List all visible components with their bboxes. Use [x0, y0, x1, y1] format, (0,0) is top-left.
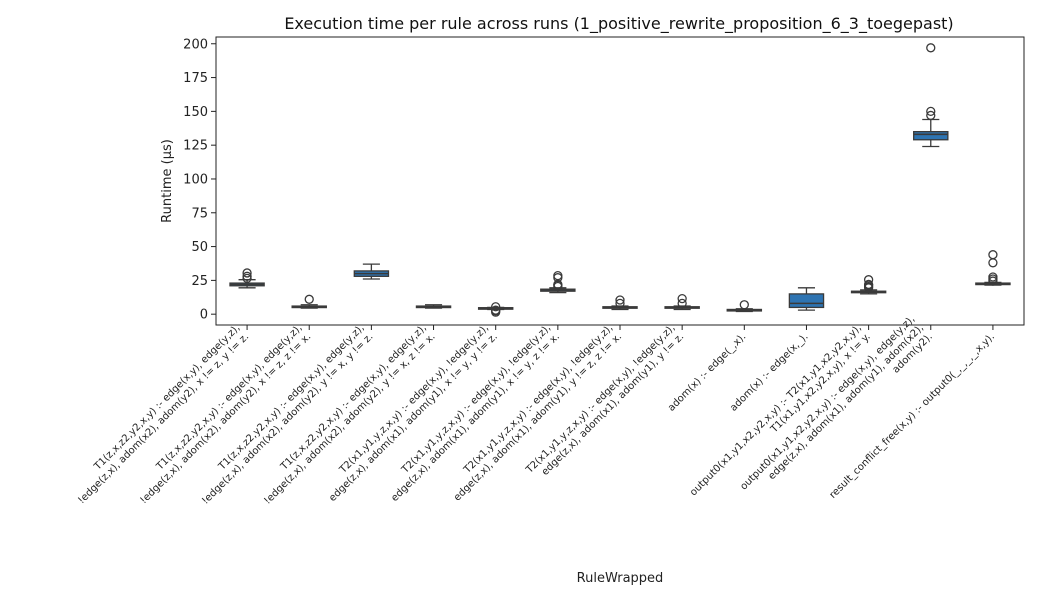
outlier-point [491, 302, 501, 312]
outlier-point [242, 271, 252, 281]
chart-title: Execution time per rule across runs (1_p… [284, 14, 953, 34]
box-5 [540, 270, 576, 294]
y-tick-label: 25 [191, 274, 208, 289]
box-12 [975, 250, 1011, 286]
box-3 [415, 304, 452, 309]
outlier-point [615, 298, 625, 309]
box-7 [664, 293, 700, 311]
iqr-box [788, 293, 825, 309]
outlier-point [988, 272, 998, 282]
y-tick-label: 175 [183, 71, 208, 86]
box-4 [477, 302, 514, 317]
outlier-point [677, 298, 687, 309]
box-1 [291, 294, 327, 309]
box-2 [353, 263, 390, 280]
y-tick-label: 100 [183, 172, 208, 187]
outlier-point [491, 305, 501, 315]
outlier-point [553, 270, 563, 281]
box-10 [850, 275, 887, 295]
box-8 [726, 300, 763, 313]
box-0 [229, 268, 265, 289]
iqr-box [913, 130, 949, 141]
outlier-point [926, 106, 936, 117]
outlier-point [926, 43, 936, 53]
y-axis-title: Runtime (µs) [160, 139, 175, 223]
outlier-point [863, 275, 874, 285]
x-axis: T1(z,x,z2,y2,x,y) :- edge(x,y), edge(y,z… [76, 314, 997, 507]
y-tick-label: 50 [191, 240, 208, 255]
box-11 [913, 43, 949, 148]
y-axis: 0 25 50 75 100 125 150 175 200 [183, 37, 216, 323]
outlier-point [615, 295, 625, 305]
box-6 [602, 295, 638, 311]
outlier-point [677, 293, 687, 304]
plot-area [215, 36, 1025, 326]
x-axis-title: RuleWrapped [577, 571, 664, 586]
outlier-point [988, 258, 998, 268]
outlier-point [988, 250, 998, 260]
plot-frame [215, 36, 1025, 326]
y-tick-label: 75 [191, 206, 208, 221]
y-tick-label: 150 [183, 105, 208, 120]
outlier-point [863, 279, 874, 290]
outlier-point [304, 294, 314, 304]
box-9 [788, 287, 825, 311]
outlier-point [553, 279, 563, 290]
y-tick-label: 125 [183, 139, 208, 154]
outlier-point [926, 110, 936, 121]
y-tick-label: 200 [183, 37, 208, 52]
outlier-point [739, 300, 749, 310]
y-tick-label: 0 [200, 308, 208, 323]
outlier-point [242, 268, 252, 278]
